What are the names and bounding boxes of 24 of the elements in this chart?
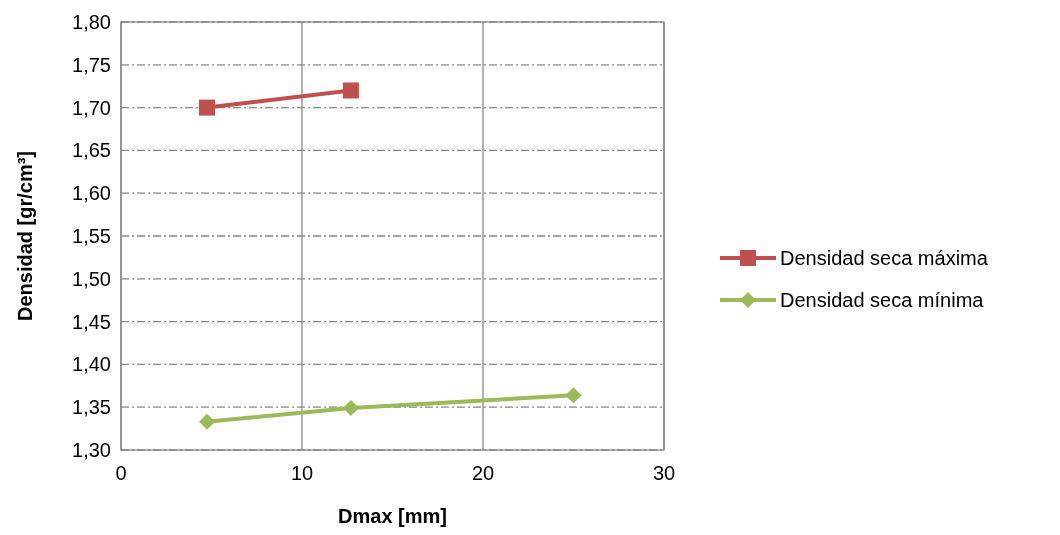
x-axis-title: Dmax [mm] <box>338 505 447 527</box>
y-tick-label: 1,30 <box>72 439 111 461</box>
y-tick-label: 1,55 <box>72 225 111 247</box>
x-tick-label: 30 <box>652 462 676 484</box>
point <box>198 99 215 116</box>
y-tick-label: 1,45 <box>72 310 111 333</box>
legend-label: Densidad seca máxima <box>780 247 989 269</box>
point <box>198 413 215 430</box>
point <box>565 387 582 404</box>
point <box>342 400 359 417</box>
y-tick-label: 1,75 <box>72 53 111 76</box>
y-tick-label: 1,65 <box>72 139 111 162</box>
x-tick-label: 20 <box>471 462 495 484</box>
y-tick-label: 1,80 <box>72 11 111 33</box>
y-axis-title: Densidad [gr/cm³] <box>14 150 36 322</box>
y-tick-label: 1,50 <box>72 267 111 290</box>
x-tick-label: 0 <box>115 462 127 484</box>
y-tick-label: 1,60 <box>72 182 111 205</box>
y-tick-label: 1,40 <box>72 353 111 376</box>
x-tick-label: 10 <box>290 462 314 484</box>
y-tick-label: 1,35 <box>72 396 111 419</box>
point <box>342 82 359 99</box>
y-tick-label: 1,70 <box>72 96 111 119</box>
legend-label: Densidad seca mínima <box>780 289 985 311</box>
